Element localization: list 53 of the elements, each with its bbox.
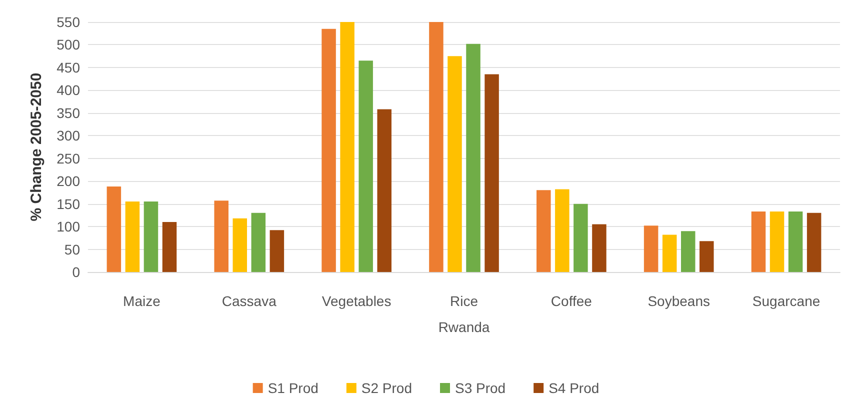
bar xyxy=(484,74,499,272)
bar xyxy=(429,22,444,272)
x-axis-title: Rwanda xyxy=(438,319,490,335)
bar xyxy=(662,234,677,272)
legend-label: S1 Prod xyxy=(268,380,318,396)
y-tick-label: 250 xyxy=(56,150,80,166)
legend-label: S2 Prod xyxy=(361,380,412,396)
bar xyxy=(788,212,803,272)
y-tick-label: 450 xyxy=(56,59,80,76)
y-tick-label: 350 xyxy=(56,104,80,121)
x-tick-label: Maize xyxy=(123,293,161,309)
y-axis-title: % Change 2005-2050 xyxy=(28,72,45,222)
bar xyxy=(466,44,480,272)
y-tick-label: 200 xyxy=(56,173,80,190)
bar xyxy=(144,202,158,272)
y-tick-label: 0 xyxy=(72,264,80,280)
bar xyxy=(448,56,462,272)
bar xyxy=(592,224,606,272)
y-tick-label: 150 xyxy=(56,196,80,212)
y-tick-label: 100 xyxy=(56,218,80,235)
bar xyxy=(806,212,822,272)
bar xyxy=(106,186,122,272)
bar xyxy=(770,212,784,272)
x-tick-label: Coffee xyxy=(550,293,592,309)
x-tick-label: Cassava xyxy=(222,293,277,309)
bar xyxy=(555,189,570,272)
bar xyxy=(751,212,766,272)
bar xyxy=(536,190,551,272)
bar xyxy=(232,218,248,272)
bar xyxy=(680,231,696,272)
bar xyxy=(251,212,266,272)
bar xyxy=(270,230,284,272)
y-tick-label: 500 xyxy=(56,36,80,53)
x-tick-label: Vegetables xyxy=(322,293,392,309)
bar xyxy=(125,202,140,272)
legend-label: S3 Prod xyxy=(455,380,506,396)
bar xyxy=(377,109,392,272)
x-tick-label: Rice xyxy=(450,293,478,309)
x-tick-label: Soybeans xyxy=(648,293,710,309)
bar xyxy=(700,241,714,272)
x-tick-label: Sugarcane xyxy=(752,293,820,309)
legend-label: S4 Prod xyxy=(548,380,600,396)
y-tick-label: 50 xyxy=(64,241,80,258)
y-tick-label: 400 xyxy=(56,82,80,98)
bar xyxy=(574,204,588,272)
bar xyxy=(162,222,177,272)
bar xyxy=(644,226,658,272)
bar xyxy=(358,60,373,272)
y-tick-label: 550 xyxy=(56,14,80,30)
y-tick-label: 300 xyxy=(56,128,80,144)
bar xyxy=(214,200,228,272)
bar xyxy=(340,22,354,272)
bar xyxy=(322,28,336,272)
